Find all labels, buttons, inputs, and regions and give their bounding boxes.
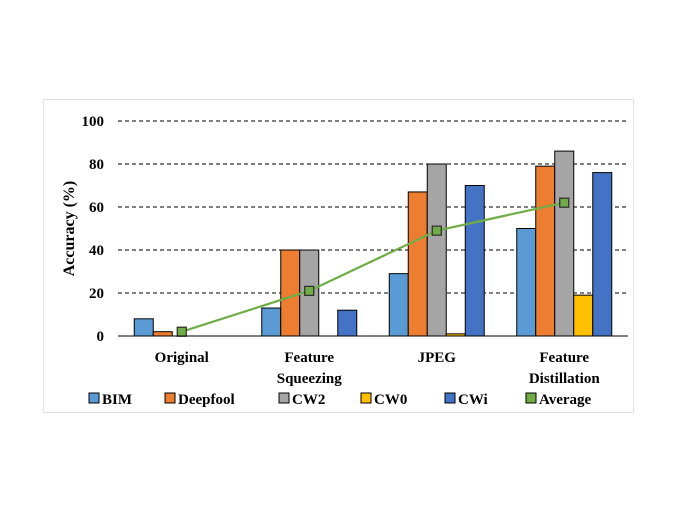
axes: 0 20 40 60 80 100 Accuracy (%) Original Feature S… <box>61 114 628 387</box>
bar-bim-0 <box>133 318 154 337</box>
x-category-label: Feature <box>284 350 334 366</box>
y-tick-label: 0 <box>97 329 105 345</box>
legend-label-cw2: CW2 <box>292 392 325 408</box>
bar-deepfool-1 <box>280 249 301 337</box>
legend-swatch-cw0 <box>360 392 372 404</box>
gridlines <box>118 120 628 294</box>
legend-swatch-average <box>525 392 537 404</box>
bar-bim-1 <box>261 307 282 337</box>
x-category-label: JPEG <box>418 350 457 366</box>
average-marker-3 <box>559 197 570 208</box>
bar-cwi-3 <box>592 172 613 337</box>
legend: BIM Deepfool CW2 CW0 CWi Average <box>88 392 592 408</box>
average-line <box>176 197 570 337</box>
bar-cw2-2 <box>426 163 447 337</box>
bar-deepfool-3 <box>535 165 556 337</box>
y-tick-label: 40 <box>89 243 104 259</box>
legend-label-deepfool: Deepfool <box>178 392 235 408</box>
bar-cw0-3 <box>573 294 594 337</box>
y-tick-label: 80 <box>89 157 104 173</box>
legend-swatch-cw2 <box>278 392 290 404</box>
x-category-label: Feature <box>539 350 589 366</box>
legend-label-cwi: CWi <box>458 392 488 408</box>
x-category-label: Original <box>155 350 209 366</box>
bar-bim-3 <box>516 228 537 337</box>
y-tick-label: 100 <box>82 114 105 130</box>
legend-label-bim: BIM <box>102 392 132 408</box>
average-marker-2 <box>431 225 442 236</box>
bar-deepfool-0 <box>152 331 173 337</box>
bar-cwi-1 <box>337 309 358 337</box>
bar-cw2-3 <box>554 150 575 337</box>
average-marker-1 <box>304 285 315 296</box>
legend-swatch-bim <box>88 392 100 404</box>
y-axis-label: Accuracy (%) <box>61 181 78 277</box>
legend-label-average: Average <box>539 392 592 408</box>
average-polyline <box>181 201 565 333</box>
bar-deepfool-2 <box>407 191 428 337</box>
average-marker-0 <box>176 326 187 337</box>
legend-swatch-cwi <box>444 392 456 404</box>
bar-cwi-2 <box>464 185 485 337</box>
bars <box>133 150 613 337</box>
bar-bim-2 <box>388 273 409 337</box>
x-category-label: Squeezing <box>277 371 343 387</box>
legend-swatch-deepfool <box>164 392 176 404</box>
x-category-label: Distillation <box>529 371 600 387</box>
legend-label-cw0: CW0 <box>374 392 407 408</box>
y-tick-label: 20 <box>89 286 104 302</box>
y-tick-label: 60 <box>89 200 104 216</box>
